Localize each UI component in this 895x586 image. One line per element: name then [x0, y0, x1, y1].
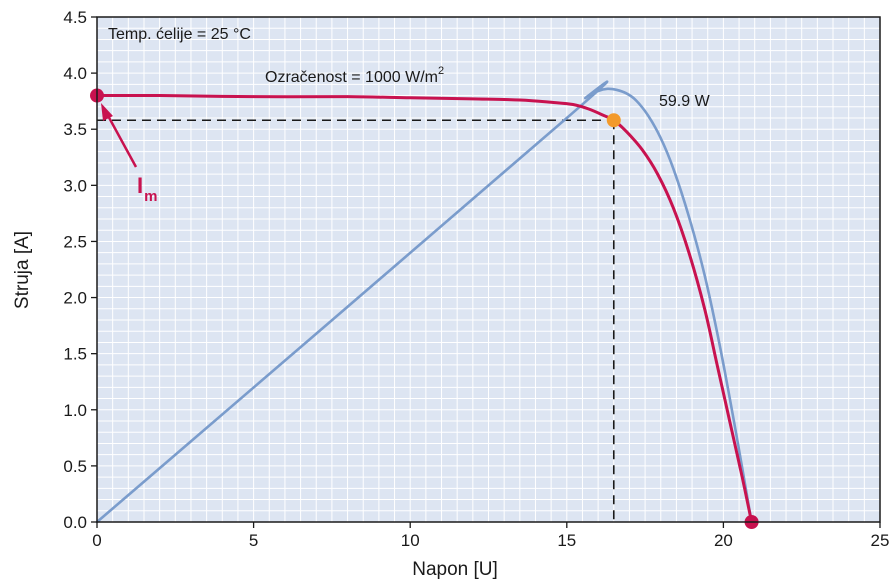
- im-subscript: m: [144, 188, 157, 205]
- x-tick-label: 25: [871, 531, 890, 550]
- grid-layer: [97, 17, 880, 522]
- x-tick-label: 20: [714, 531, 733, 550]
- x-axis-title: Napon [U]: [412, 559, 498, 580]
- im-label: Im: [137, 173, 157, 205]
- y-tick-label: 1.5: [63, 345, 87, 364]
- tick-layer: 0 5 10 15 20 25 0.0 0.5 1.0 1.5 2.0 2.5 3.0 3.5 4.0 4.5: [63, 8, 889, 550]
- y-tick-label: 2.0: [63, 289, 87, 308]
- irradiance-text: Ozračenost = 1000 W/m: [265, 69, 438, 86]
- iv-curve-line: [95, 80, 753, 524]
- y-tick-label: 4.0: [63, 64, 87, 83]
- y-axis-title: Struja [A]: [12, 231, 33, 309]
- irradiance-superscript: 2: [438, 65, 444, 77]
- max-power-point: [606, 113, 621, 128]
- x-tick-label: 5: [249, 531, 258, 550]
- y-tick-label: 3.0: [63, 176, 87, 195]
- power-curve-line: [95, 93, 754, 524]
- temperature-annotation: Temp. ćelije = 25 °C: [108, 26, 251, 43]
- y-tick-label: 2.5: [63, 232, 87, 251]
- y-tick-label: 0.0: [63, 513, 87, 532]
- series-layer: [95, 80, 754, 524]
- im-arrow-shaft: [104, 111, 138, 168]
- plot-frame: [96, 16, 881, 523]
- irradiance-annotation: Ozračenost = 1000 W/m2: [265, 65, 444, 86]
- im-main: I: [137, 173, 143, 198]
- x-tick-label: 0: [92, 531, 101, 550]
- im-arrow-head: [101, 103, 113, 121]
- y-tick-label: 0.5: [63, 457, 87, 476]
- y-tick-label: 1.0: [63, 401, 87, 420]
- y-tick-label: 4.5: [63, 8, 87, 27]
- y-tick-label: 3.5: [63, 120, 87, 139]
- power-annotation: 59.9 W: [659, 93, 711, 110]
- x-tick-label: 10: [401, 531, 420, 550]
- guide-layer: [97, 119, 615, 522]
- x-tick-label: 15: [557, 531, 576, 550]
